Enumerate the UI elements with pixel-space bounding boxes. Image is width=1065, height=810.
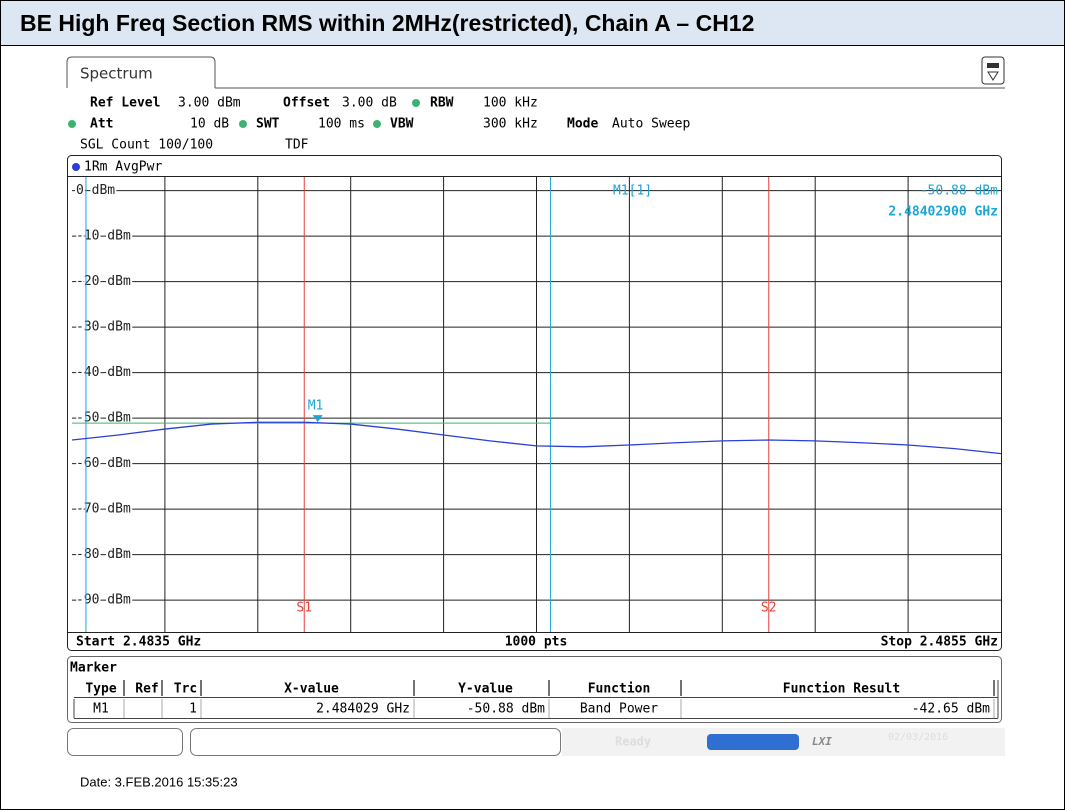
status-dot: [412, 99, 420, 107]
points-label: 1000 pts: [505, 635, 568, 650]
setting-value: 3.00 dBm: [178, 96, 241, 111]
marker-title: Marker: [70, 661, 117, 676]
column-header: Y-value: [458, 682, 513, 697]
progress-bar: [707, 734, 799, 750]
column-header: Function: [588, 682, 651, 697]
trace-label: 1Rm AvgPwr: [84, 160, 162, 175]
marker-label: M1: [308, 399, 324, 414]
softkey[interactable]: [67, 728, 183, 756]
menu-icon-arrow: [987, 71, 999, 81]
status-dot: [239, 120, 247, 128]
menu-icon-bar: [987, 63, 999, 68]
marker-value: -50.88 dBm: [920, 184, 998, 199]
footer-date: Date: 3.FEB.2016 15:35:23: [80, 774, 238, 789]
setting-value: 3.00 dB: [342, 96, 397, 111]
setting-name: RBW: [430, 96, 454, 111]
cell: M1: [93, 702, 109, 717]
status-dot: [68, 120, 76, 128]
column-header: Ref: [135, 682, 158, 697]
marker-frequency: 2.48402900 GHz: [888, 205, 998, 220]
tab[interactable]: [66, 56, 216, 88]
setting-value: 10 dB: [190, 117, 229, 132]
cell: -50.88 dBm: [467, 702, 545, 717]
setting-name: Mode: [567, 117, 598, 132]
cell: -42.65 dBm: [912, 702, 990, 717]
span-label: S2: [761, 601, 777, 616]
marker-readout: M1[1]: [613, 184, 652, 199]
setting-name: Offset: [283, 96, 330, 111]
column-header: Trc: [174, 682, 197, 697]
cell: 2.484029 GHz: [316, 702, 410, 717]
trace-dot: [72, 163, 80, 171]
setting-value: TDF: [285, 138, 309, 153]
column-header: X-value: [284, 682, 339, 697]
span-label: S1: [296, 601, 312, 616]
lxi: LXI: [812, 735, 832, 748]
marker: [312, 415, 323, 423]
y-tick-label: -70 dBm: [76, 502, 131, 517]
setting-name: Ref Level: [90, 96, 160, 111]
marker-frame: [67, 656, 1002, 723]
setting-value: 100 kHz: [483, 96, 538, 111]
setting-name: Att: [90, 117, 113, 132]
title-band: [1, 1, 1064, 45]
y-tick-label: -90 dBm: [76, 593, 131, 608]
status-bar: Ready LXI 02/03/2016: [67, 728, 1005, 756]
status-date: 02/03/2016: [888, 732, 948, 743]
stop-label: Stop 2.4855 GHz: [881, 635, 998, 650]
y-tick-label: -30 dBm: [76, 320, 131, 335]
y-tick-label: -40 dBm: [76, 365, 131, 380]
status-state: Ready: [615, 735, 651, 749]
tab-label[interactable]: Spectrum: [80, 65, 153, 83]
column-header: Type: [85, 682, 116, 697]
title: BE High Freq Section RMS within 2MHz(res…: [20, 10, 754, 36]
setting-value: 300 kHz: [483, 117, 538, 132]
status-dot: [373, 120, 381, 128]
y-tick-label: -20 dBm: [76, 274, 131, 289]
plot-frame: [67, 155, 1002, 651]
start-label: Start 2.4835 GHz: [76, 635, 201, 650]
setting-name: VBW: [390, 117, 414, 132]
cell: 1: [189, 702, 197, 717]
input-field[interactable]: [190, 728, 561, 756]
table-header-rule: [73, 680, 999, 719]
column-header: Function Result: [783, 682, 900, 697]
trace: [71, 421, 1002, 455]
y-tick-label: -10 dBm: [76, 229, 131, 244]
setting-value: Auto Sweep: [612, 117, 690, 132]
y-tick-label: 0 dBm: [76, 183, 115, 198]
cell: Band Power: [580, 702, 658, 717]
setting-value: SGL Count 100/100: [80, 138, 213, 153]
setting-value: 100 ms: [318, 117, 365, 132]
setting-name: SWT: [256, 117, 280, 132]
y-tick-label: -60 dBm: [76, 456, 131, 471]
y-tick-label: -80 dBm: [76, 547, 131, 562]
